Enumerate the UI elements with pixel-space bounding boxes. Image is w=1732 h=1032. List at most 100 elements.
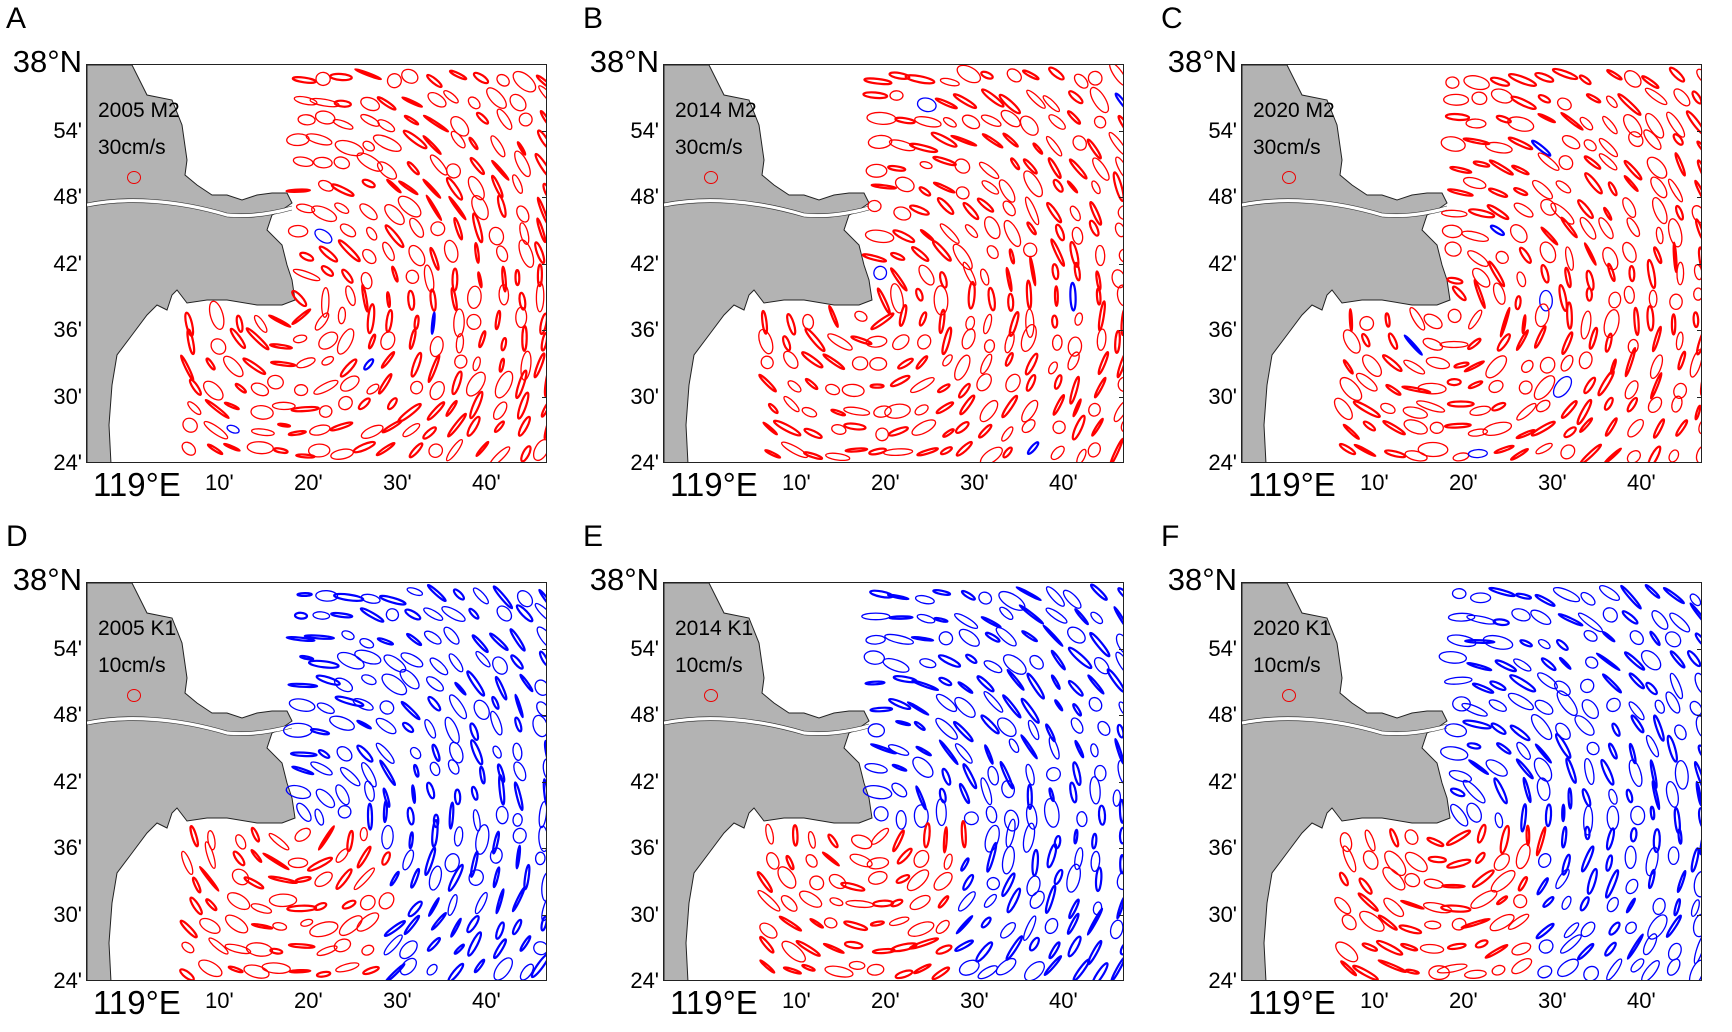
tidal-ellipse	[1025, 803, 1038, 830]
tidal-ellipse	[1602, 607, 1618, 623]
reference-ellipse-icon	[1282, 689, 1296, 702]
tidal-ellipse	[1471, 267, 1491, 288]
tidal-ellipse	[513, 761, 527, 782]
tidal-ellipse	[1086, 907, 1104, 936]
tidal-ellipse	[888, 697, 912, 711]
tidal-ellipse	[861, 612, 891, 621]
tidal-ellipse	[765, 823, 775, 845]
tidal-ellipse	[890, 283, 904, 314]
tidal-ellipse	[980, 615, 1002, 629]
tidal-ellipse	[1490, 722, 1507, 735]
tidal-ellipse	[1021, 69, 1040, 81]
tidal-ellipse	[1010, 157, 1021, 171]
tidal-ellipse	[980, 114, 1002, 127]
tidal-ellipse	[243, 876, 265, 890]
tidal-ellipse	[980, 70, 994, 80]
river-channel	[1242, 199, 1448, 218]
tidal-ellipse	[1605, 95, 1618, 109]
tidal-ellipse	[467, 285, 482, 310]
tidal-ellipse	[1516, 402, 1537, 421]
tidal-ellipse	[1693, 264, 1701, 281]
tidal-ellipse	[1539, 356, 1556, 374]
tidal-ellipse	[914, 116, 942, 128]
tidal-ellipse	[189, 896, 203, 916]
tidal-ellipse	[1555, 180, 1572, 194]
tidal-ellipse	[1358, 877, 1373, 895]
tidal-ellipse	[314, 312, 330, 331]
tidal-ellipse	[1540, 657, 1557, 672]
tidal-ellipse	[1338, 871, 1349, 887]
tidal-ellipse	[250, 922, 274, 930]
y-tick-label: 30'	[53, 384, 82, 409]
tidal-ellipse	[1561, 331, 1574, 356]
tidal-ellipse	[915, 355, 929, 370]
tidal-ellipse	[536, 129, 546, 150]
tidal-ellipse	[1116, 870, 1123, 891]
tidal-ellipse	[399, 957, 417, 976]
tidal-ellipse	[983, 691, 1004, 713]
tidal-ellipse	[957, 891, 976, 912]
tidal-ellipse	[202, 380, 224, 401]
tidal-ellipse	[1583, 629, 1598, 642]
tidal-ellipse	[445, 439, 464, 462]
x-tick-label: 30'	[960, 470, 989, 495]
tidal-ellipse	[1490, 88, 1513, 104]
tidal-ellipse	[1089, 776, 1101, 805]
tidal-ellipse	[492, 401, 508, 421]
tidal-ellipse	[1074, 739, 1085, 759]
tidal-ellipse	[448, 195, 467, 221]
tidal-ellipse	[1667, 942, 1682, 961]
tidal-ellipse	[335, 868, 353, 890]
tidal-ellipse	[242, 357, 267, 376]
tidal-ellipse	[1507, 116, 1535, 132]
tidal-ellipse	[1537, 638, 1551, 650]
tidal-ellipse	[778, 915, 803, 932]
tidal-ellipse	[1335, 941, 1359, 963]
tidal-ellipse	[1382, 866, 1406, 891]
tidal-ellipse	[1551, 67, 1579, 81]
tidal-ellipse	[932, 181, 956, 194]
tidal-ellipse	[1537, 152, 1560, 171]
tidal-ellipse	[964, 224, 979, 239]
tidal-ellipse	[518, 112, 533, 127]
tidal-ellipse	[1015, 586, 1042, 602]
x-tick-label: 119°E	[670, 984, 758, 1021]
tidal-ellipse	[427, 897, 440, 917]
tidal-ellipse	[1489, 913, 1515, 932]
tidal-ellipse	[1447, 188, 1474, 197]
tidal-ellipse	[867, 134, 893, 150]
tidal-ellipse	[1119, 854, 1123, 875]
tidal-ellipse	[1067, 935, 1082, 958]
tidal-ellipse	[937, 654, 962, 668]
tidal-ellipse	[1641, 75, 1660, 90]
tidal-ellipse	[1001, 780, 1016, 799]
tidal-ellipse	[956, 65, 982, 84]
tidal-ellipse	[543, 410, 546, 440]
tidal-ellipse	[1008, 738, 1020, 754]
tidal-ellipse	[954, 612, 979, 630]
tidal-ellipse	[1117, 114, 1123, 137]
tidal-ellipse	[896, 847, 913, 865]
tidal-ellipse	[1465, 118, 1487, 129]
tidal-ellipse	[1108, 131, 1123, 157]
tidal-ellipse	[1471, 869, 1495, 889]
tidal-ellipse	[541, 871, 546, 903]
tidal-ellipse	[1493, 777, 1508, 805]
tidal-ellipse	[1022, 822, 1036, 853]
tidal-ellipse	[367, 333, 377, 350]
tidal-ellipse	[889, 898, 904, 908]
tidal-ellipse	[272, 447, 289, 454]
tidal-ellipse	[1023, 242, 1038, 258]
tidal-ellipse	[329, 72, 353, 82]
tidal-ellipse	[821, 851, 841, 867]
tidal-ellipse	[187, 401, 202, 416]
tidal-ellipse	[1022, 158, 1038, 175]
tidal-ellipse	[493, 957, 513, 980]
tidal-ellipse	[795, 939, 821, 957]
tidal-ellipse	[1461, 230, 1490, 243]
tidal-ellipse	[1644, 112, 1665, 139]
tidal-ellipse	[913, 804, 929, 828]
tidal-ellipse	[938, 676, 953, 687]
tidal-ellipse	[1114, 737, 1123, 765]
tidal-ellipse	[429, 380, 445, 401]
